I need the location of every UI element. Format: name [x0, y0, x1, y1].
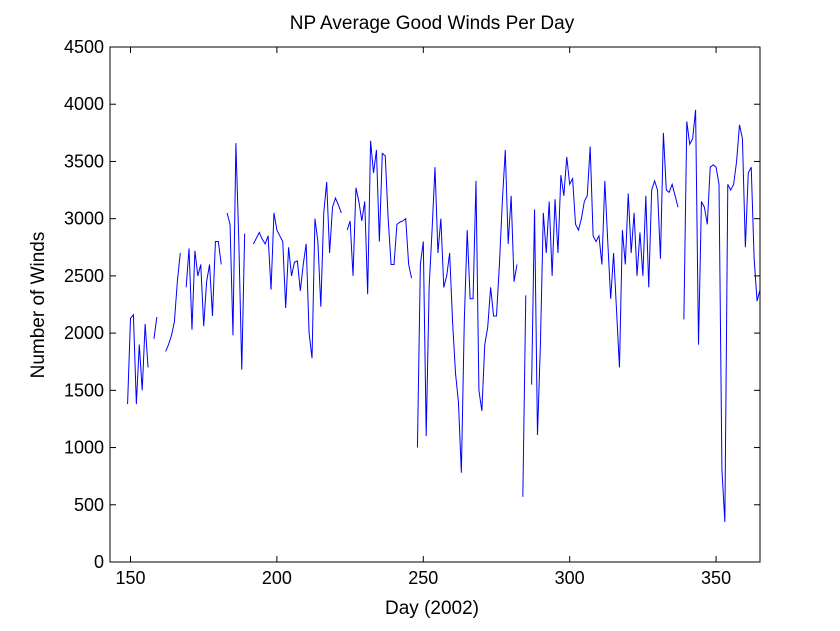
y-tick-label: 0	[94, 552, 104, 572]
y-tick-label: 3000	[64, 209, 104, 229]
y-tick-label: 3500	[64, 151, 104, 171]
y-tick-label: 4000	[64, 94, 104, 114]
x-axis-label: Day (2002)	[385, 598, 479, 619]
y-tick-label: 4500	[64, 37, 104, 57]
plot-area	[109, 46, 761, 563]
y-axis-label: Number of Winds	[28, 232, 49, 379]
chart-title: NP Average Good Winds Per Day	[290, 13, 575, 34]
y-tick-label: 500	[74, 495, 104, 515]
y-tick-label: 2000	[64, 323, 104, 343]
y-tick-label: 1500	[64, 380, 104, 400]
data-line	[127, 109, 761, 522]
x-tick-label: 300	[555, 568, 585, 588]
x-tick-label: 350	[701, 568, 731, 588]
x-tick-label: 150	[115, 568, 145, 588]
y-tick-label: 2500	[64, 266, 104, 286]
x-tick-label: 250	[408, 568, 438, 588]
x-tick-label: 200	[262, 568, 292, 588]
y-tick-label: 1000	[64, 438, 104, 458]
